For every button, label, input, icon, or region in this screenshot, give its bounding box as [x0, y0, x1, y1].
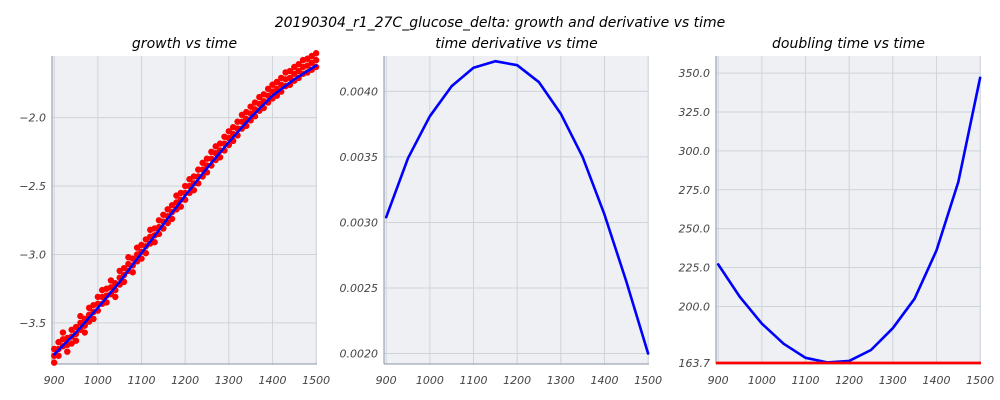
- data-point: [81, 329, 88, 336]
- panel-title: growth vs time: [132, 36, 237, 52]
- data-point: [312, 50, 320, 57]
- data-point: [59, 329, 67, 336]
- x-tick-label: 1100: [791, 374, 819, 387]
- x-tick-label: 1000: [84, 374, 112, 387]
- data-point: [64, 348, 71, 355]
- x-tick-label: 1000: [416, 374, 444, 387]
- plot-area-derivative: [384, 56, 649, 364]
- data-point: [50, 359, 58, 366]
- doubling-time-panel: 900 1000 1100 1200 1300 1400 1500 163.7 200.0 225…: [679, 36, 995, 387]
- series-line: [52, 64, 318, 356]
- x-tick-label: 1200: [171, 374, 199, 387]
- y-tick-label: 163.7: [679, 357, 711, 370]
- x-tick-label: 900: [708, 374, 729, 387]
- x-tick-label: 1200: [835, 374, 863, 387]
- y-tick-label: 200.0: [679, 300, 711, 313]
- data-point: [168, 215, 176, 223]
- y-tick-label: 325.0: [679, 106, 711, 119]
- y-tick-label: 300.0: [679, 145, 711, 158]
- x-tick-label: 1300: [879, 374, 907, 387]
- data-point: [90, 315, 97, 323]
- data-point: [129, 269, 136, 276]
- data-point: [151, 238, 158, 246]
- y-tick-label: 275.0: [679, 184, 711, 197]
- x-tick-label: 900: [376, 374, 397, 387]
- x-tick-label: 1000: [748, 374, 776, 387]
- x-tick-label: 1400: [922, 374, 950, 387]
- x-tick-label: 1100: [127, 374, 155, 387]
- series-line: [384, 59, 650, 355]
- y-tick-label: −3.5: [19, 317, 46, 330]
- y-tick-label: 0.0030: [340, 216, 379, 229]
- x-tick-label: 1100: [459, 374, 487, 387]
- x-tick-label: 1500: [634, 374, 662, 387]
- panel-title: time derivative vs time: [435, 36, 597, 52]
- y-tick-label: −2.5: [19, 180, 46, 193]
- x-tick-label: 1300: [547, 374, 575, 387]
- y-tick-label: 225.0: [679, 262, 711, 275]
- x-tick-label: 1400: [258, 374, 286, 387]
- data-point: [72, 337, 80, 344]
- y-tick-label: 0.0025: [340, 282, 379, 295]
- x-tick-label: 900: [44, 374, 65, 387]
- figure-suptitle: 20190304_r1_27C_glucose_delta: growth an…: [275, 15, 726, 31]
- data-point: [55, 352, 62, 359]
- y-tick-label: −3.0: [19, 248, 46, 261]
- y-tick-label: 0.0035: [340, 151, 379, 164]
- y-tick-label: 350.0: [679, 67, 711, 80]
- x-tick-label: 1500: [966, 374, 994, 387]
- panel-title: doubling time vs time: [772, 36, 925, 52]
- derivative-panel: 900 1000 1100 1200 1300 1400 1500 0.0020 0.0025 0…: [340, 36, 663, 387]
- y-tick-label: 0.0040: [340, 85, 379, 98]
- growth-panel: 900 1000 1100 1200 1300 1400 1500 −3.5 −3.0 −2.5 −…: [19, 36, 330, 387]
- x-tick-label: 1500: [302, 374, 330, 387]
- series-line: [716, 76, 982, 364]
- y-tick-label: 0.0020: [340, 348, 379, 361]
- x-tick-label: 1400: [590, 374, 618, 387]
- data-point: [112, 293, 119, 301]
- data-point: [312, 56, 320, 64]
- x-tick-label: 1300: [215, 374, 243, 387]
- x-tick-label: 1200: [503, 374, 531, 387]
- y-tick-label: 250.0: [679, 223, 711, 236]
- y-tick-label: −2.0: [19, 112, 46, 125]
